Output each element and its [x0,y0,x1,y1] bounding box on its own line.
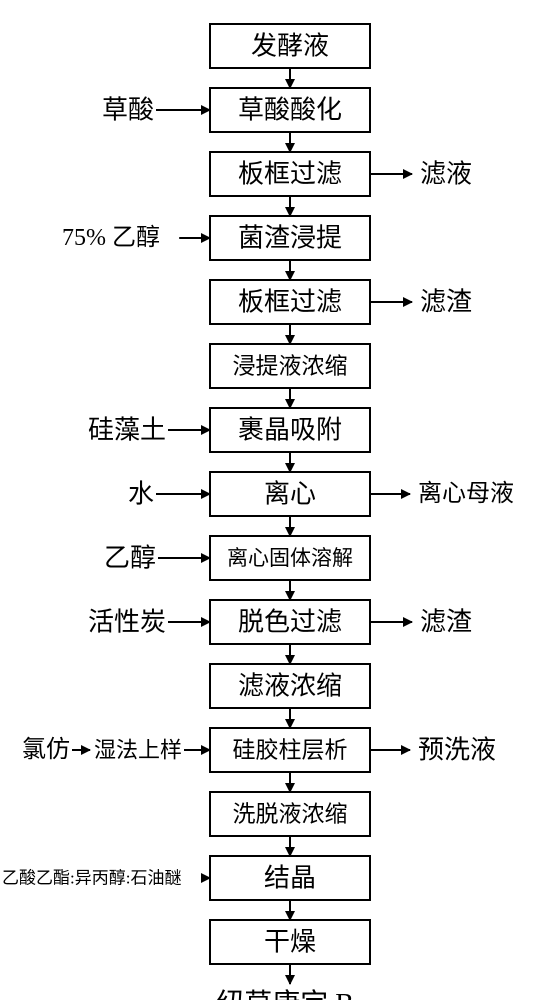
flow-node: 硅胶柱层析 [210,728,370,772]
flow-node-label: 硅胶柱层析 [233,738,348,763]
flow-node: 浸提液浓缩 [210,344,370,388]
flow-node: 洗脱液浓缩 [210,792,370,836]
flow-node: 结晶 [210,856,370,900]
output-label: 离心母液 [418,480,514,507]
flow-node-label: 脱色过滤 [238,608,342,637]
output-label: 滤液 [420,160,472,189]
flow-node-label: 离心 [264,480,316,509]
flow-node: 草酸酸化 [210,88,370,132]
flow-node: 菌渣浸提 [210,216,370,260]
flow-node: 发酵液 [210,24,370,68]
flow-node: 滤液浓缩 [210,664,370,708]
flow-node: 板框过滤 [210,152,370,196]
input-label: 活性炭 [88,608,166,637]
flow-node-label: 洗脱液浓缩 [233,802,348,827]
flow-node: 板框过滤 [210,280,370,324]
flow-node: 脱色过滤 [210,600,370,644]
input-mid-label: 湿法上样 [94,738,182,763]
flow-node-label: 板框过滤 [238,160,342,189]
flow-node-label: 结晶 [264,864,316,893]
flow-node-label: 菌渣浸提 [238,224,342,253]
flow-node: 干燥 [210,920,370,964]
input-label: 乙醇 [104,544,156,573]
flow-node-label: 干燥 [264,928,316,957]
flow-node-label: 草酸酸化 [238,96,342,125]
flow-node: 离心固体溶解 [210,536,370,580]
flow-node: 裹晶吸附 [210,408,370,452]
input-label: 氯仿 [22,736,70,763]
output-label: 预洗液 [418,736,496,765]
input-label: 75% 乙醇 [62,224,160,251]
flow-node: 离心 [210,472,370,516]
output-label: 滤渣 [420,608,472,637]
input-label: 硅藻土 [88,416,166,445]
input-label: 水 [128,480,154,509]
flow-node-label: 滤液浓缩 [238,672,342,701]
final-label: 纽莫康定 B0 [216,988,364,1000]
flow-node-label: 浸提液浓缩 [233,354,348,379]
input-label: 草酸 [102,96,154,125]
input-label: 乙酸乙酯:异丙醇:石油醚 [2,869,181,888]
flow-node-label: 裹晶吸附 [238,416,342,445]
flow-node-label: 板框过滤 [238,288,342,317]
output-label: 滤渣 [420,288,472,317]
flowchart: 发酵液草酸酸化板框过滤菌渣浸提板框过滤浸提液浓缩裹晶吸附离心离心固体溶解脱色过滤… [0,0,552,1000]
flow-node-label: 发酵液 [251,32,329,61]
flow-node-label: 离心固体溶解 [227,546,353,570]
